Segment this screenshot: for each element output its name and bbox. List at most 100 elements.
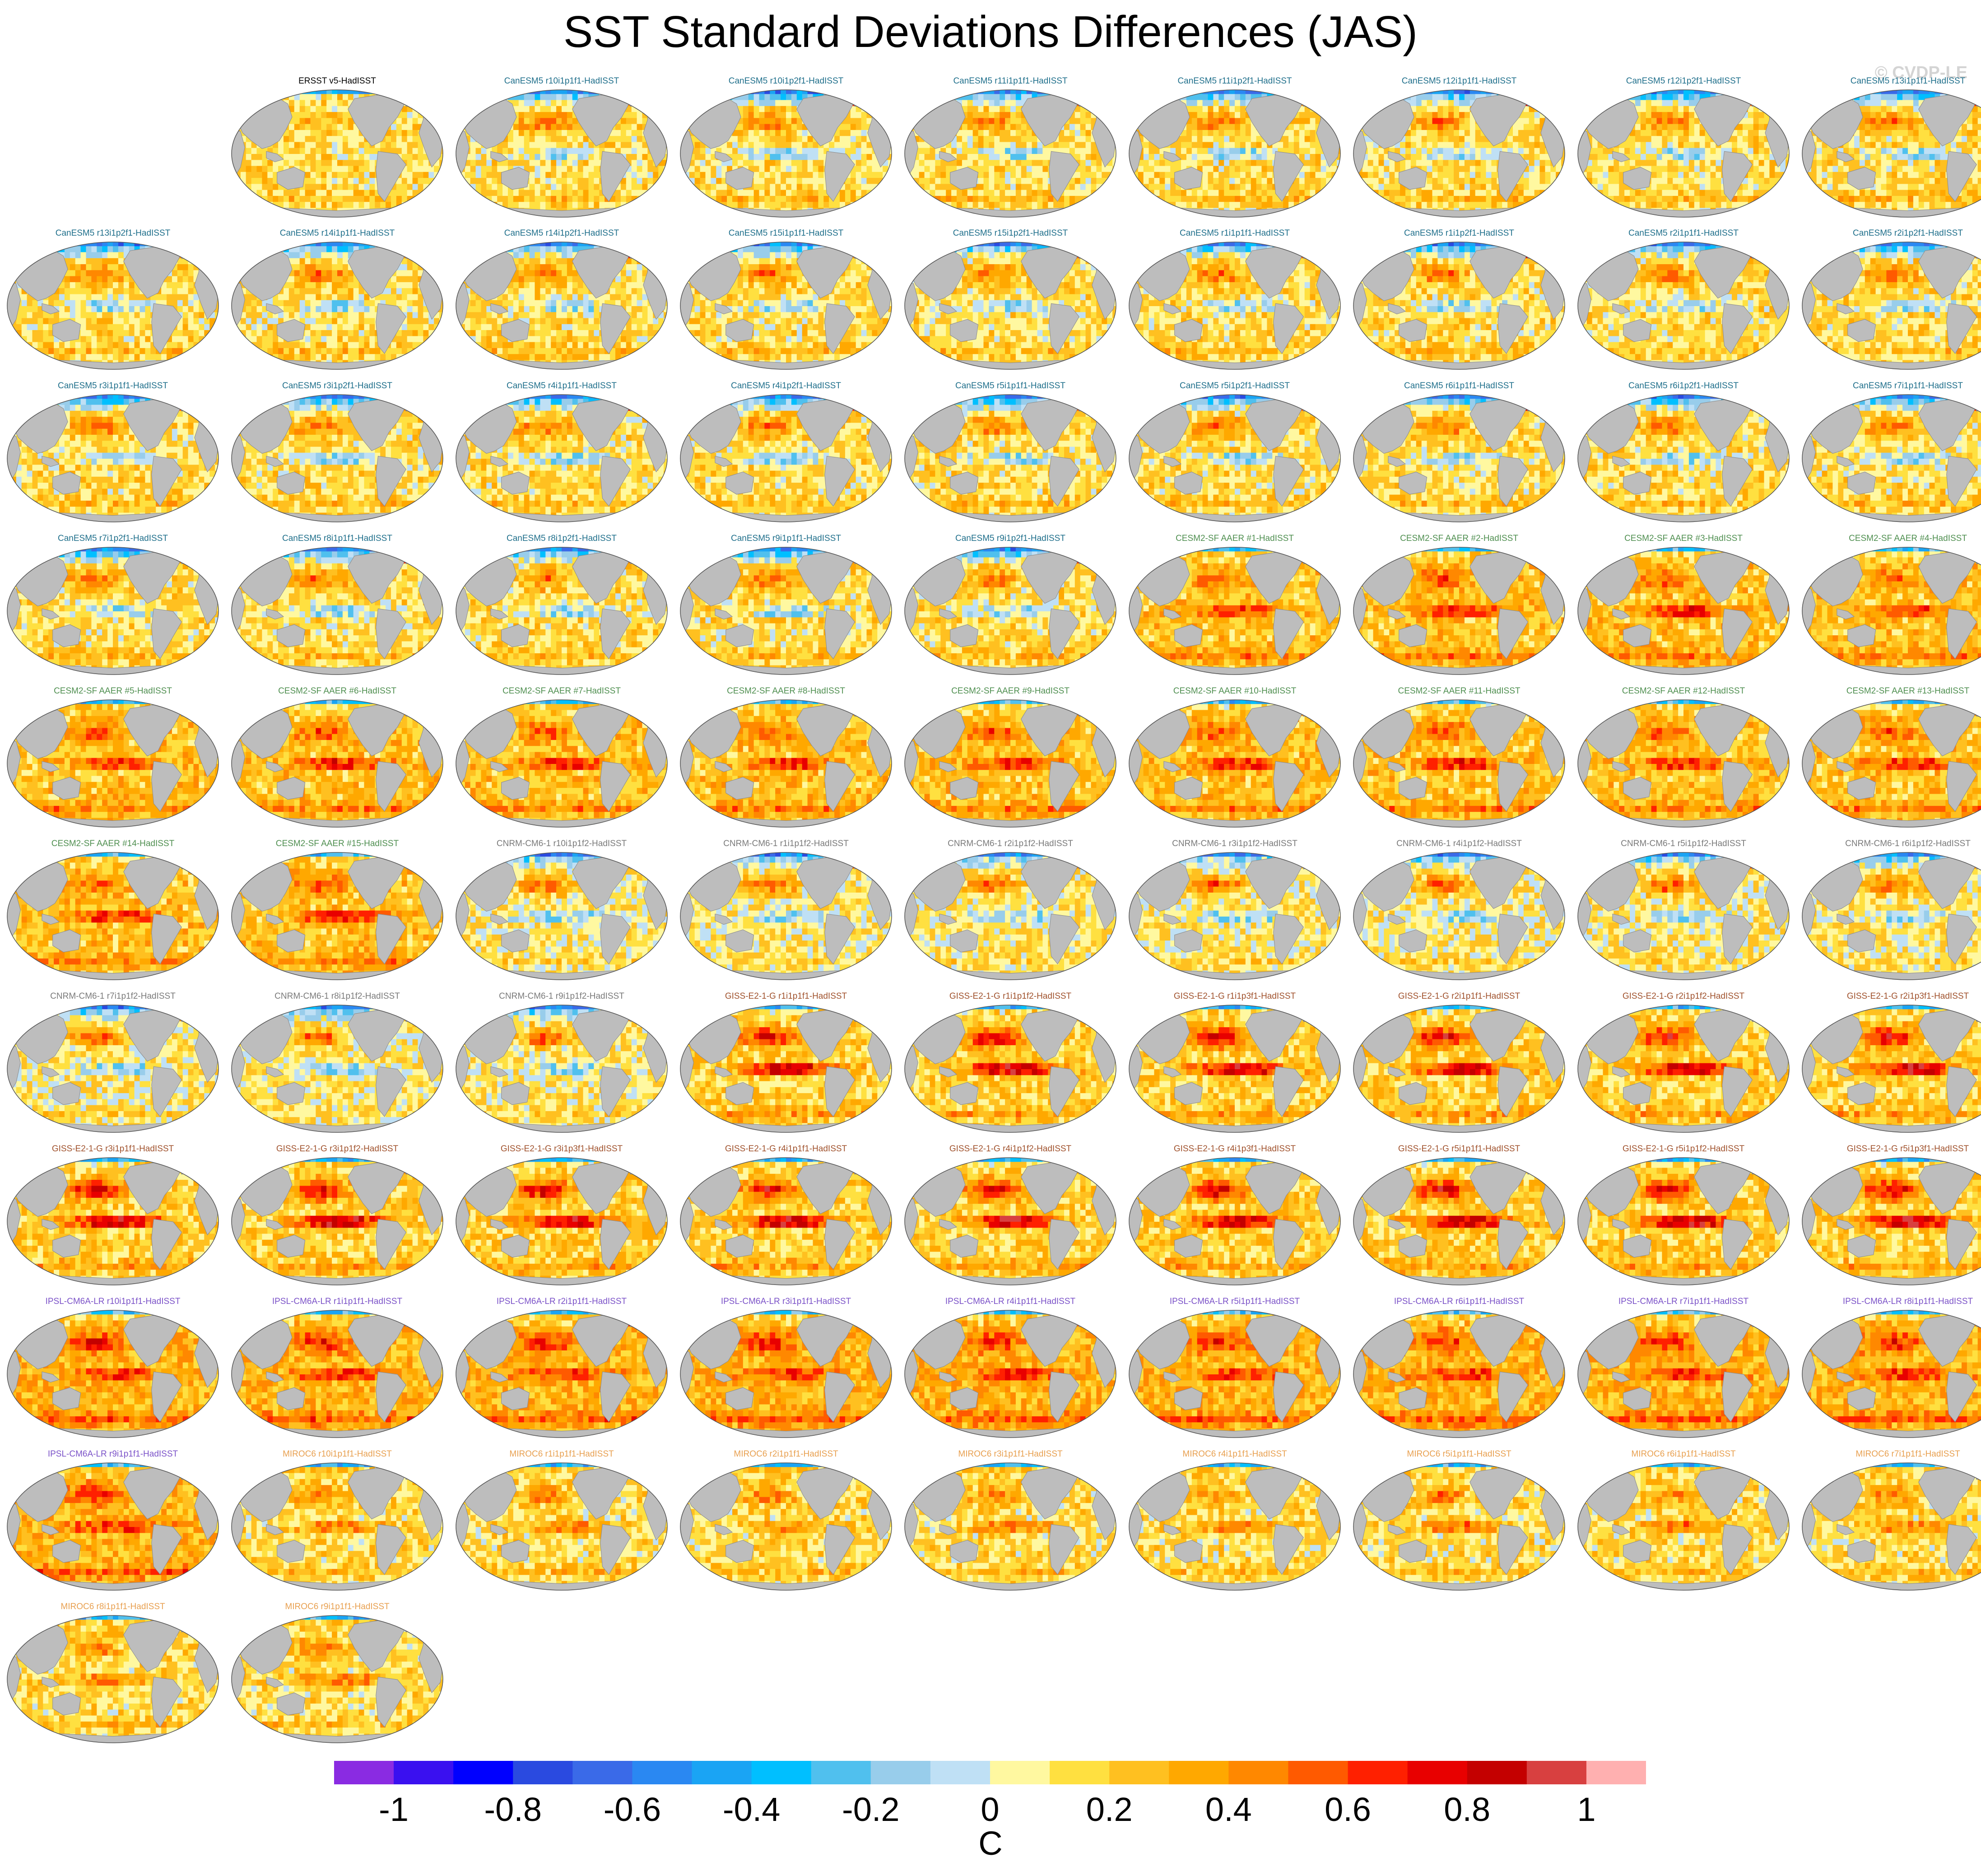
sst-cell <box>530 130 535 136</box>
sst-cell <box>951 148 957 154</box>
sst-cell <box>391 124 396 130</box>
sst-cell <box>1192 124 1197 130</box>
sst-cell <box>1416 154 1422 160</box>
sst-cell <box>439 118 445 124</box>
sst-cell <box>1305 208 1310 214</box>
sst-cell <box>326 142 332 149</box>
sst-cell <box>1144 94 1149 100</box>
sst-cell <box>962 148 967 154</box>
sst-cell <box>241 106 246 112</box>
sst-cell <box>642 88 648 94</box>
sst-cell <box>454 118 460 124</box>
sst-cell <box>497 94 502 100</box>
sst-cell <box>513 148 519 154</box>
sst-cell <box>476 196 481 202</box>
sst-cell <box>1352 130 1357 136</box>
sst-cell <box>1102 208 1107 214</box>
sst-cell <box>1459 130 1465 136</box>
sst-cell <box>321 100 326 107</box>
sst-cell <box>664 196 669 202</box>
sst-cell <box>786 202 791 208</box>
sst-cell <box>1213 124 1218 130</box>
sst-cell <box>545 148 551 154</box>
sst-cell <box>1186 130 1192 136</box>
sst-cell <box>658 106 664 112</box>
sst-cell <box>1465 154 1470 160</box>
sst-cell <box>867 94 872 100</box>
sst-cell <box>1133 106 1138 112</box>
sst-cell <box>519 190 524 196</box>
sst-cell <box>695 154 700 160</box>
sst-cell <box>402 142 407 149</box>
sst-cell <box>1540 106 1545 112</box>
sst-cell <box>1379 154 1384 160</box>
sst-cell <box>1037 184 1043 190</box>
sst-cell <box>984 142 989 149</box>
sst-cell <box>951 208 957 214</box>
sst-cell <box>1432 94 1438 100</box>
sst-cell <box>851 154 856 160</box>
sst-cell <box>332 100 337 107</box>
sst-cell <box>1102 106 1107 112</box>
sst-cell <box>343 130 348 136</box>
sst-cell <box>1448 124 1454 130</box>
sst-cell <box>664 202 669 208</box>
sst-cell <box>262 208 267 214</box>
sst-cell <box>460 106 465 112</box>
sst-cell <box>877 172 883 178</box>
sst-cell <box>278 88 284 94</box>
sst-cell <box>637 214 642 220</box>
sst-cell <box>935 94 940 100</box>
sst-cell <box>402 130 407 136</box>
sst-cell <box>605 88 610 94</box>
sst-cell <box>1240 172 1246 178</box>
sst-cell <box>396 118 402 124</box>
sst-cell <box>337 184 343 190</box>
sst-cell <box>786 142 791 149</box>
sst-cell <box>845 88 851 94</box>
sst-cell <box>802 142 808 149</box>
sst-cell <box>925 196 930 202</box>
sst-cell <box>1540 94 1545 100</box>
sst-cell <box>1080 190 1086 196</box>
sst-cell <box>535 196 540 202</box>
sst-cell <box>1165 94 1170 100</box>
sst-cell <box>1288 124 1294 130</box>
sst-cell <box>653 100 658 107</box>
sst-cell <box>262 100 267 107</box>
sst-cell <box>1368 88 1373 94</box>
sst-cell <box>407 94 413 100</box>
sst-cell <box>797 130 802 136</box>
sst-cell <box>540 136 545 142</box>
sst-cell <box>300 190 305 196</box>
sst-cell <box>962 214 967 220</box>
sst-cell <box>530 178 535 184</box>
sst-cell <box>637 136 642 142</box>
sst-cell <box>1432 136 1438 142</box>
sst-cell <box>294 118 300 124</box>
sst-cell <box>973 160 978 166</box>
sst-cell <box>1149 106 1154 112</box>
sst-cell <box>989 100 994 107</box>
sst-cell <box>476 106 481 112</box>
sst-cell <box>1086 124 1091 130</box>
sst-cell <box>567 148 572 154</box>
sst-cell <box>1235 184 1240 190</box>
sst-cell <box>781 160 786 166</box>
sst-cell <box>230 208 235 214</box>
sst-cell <box>1091 196 1097 202</box>
sst-cell <box>1021 124 1027 130</box>
sst-cell <box>589 154 594 160</box>
sst-cell <box>738 190 743 196</box>
sst-cell <box>326 94 332 100</box>
sst-cell <box>519 88 524 94</box>
sst-cell <box>1091 88 1097 94</box>
sst-cell <box>716 208 721 214</box>
sst-cell <box>1218 142 1224 149</box>
sst-cell <box>610 136 615 142</box>
sst-cell <box>434 184 439 190</box>
sst-cell <box>594 190 599 196</box>
sst-cell <box>626 136 632 142</box>
sst-cell <box>1144 214 1149 220</box>
sst-cell <box>257 172 262 178</box>
